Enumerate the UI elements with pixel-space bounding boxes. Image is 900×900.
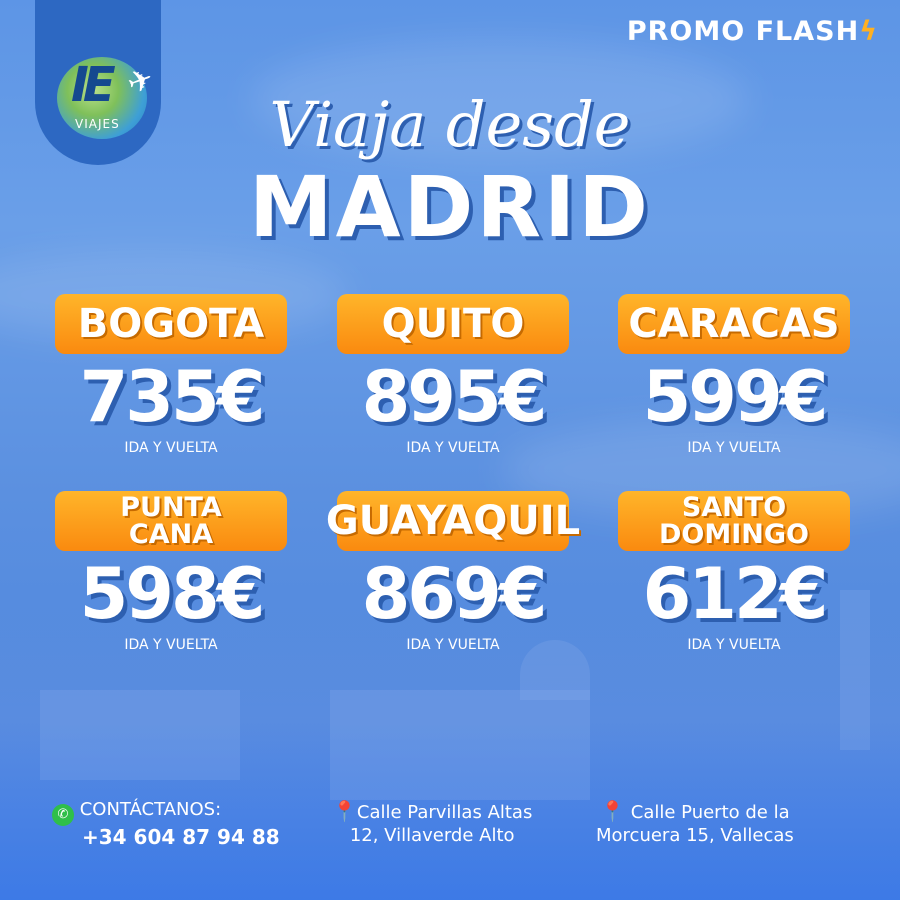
- price: 612€: [642, 553, 829, 635]
- destination-card: CARACAS 599€ IDA Y VUELTA: [618, 294, 850, 456]
- price: 895€: [361, 356, 548, 438]
- trip-type: IDA Y VUELTA: [406, 637, 500, 653]
- price: 735€: [79, 356, 266, 438]
- city-badge: PUNTA CANA: [55, 491, 287, 551]
- cloud: [250, 40, 750, 160]
- price: 869€: [361, 553, 548, 635]
- price: 599€: [642, 356, 829, 438]
- city-name: SANTO: [681, 492, 787, 523]
- logo-text: IE: [71, 57, 116, 113]
- address-block-1: 📍Calle Parvillas Altas 12, Villaverde Al…: [332, 800, 532, 847]
- title-line-1: Viaja desde: [269, 88, 631, 161]
- trip-type: IDA Y VUELTA: [124, 637, 218, 653]
- contact-block: ✆ CONTÁCTANOS: +34 604 87 94 88: [52, 798, 280, 849]
- map-pin-icon: 📍: [332, 799, 357, 823]
- address-line: Calle Puerto de la: [630, 802, 790, 823]
- trip-type: IDA Y VUELTA: [406, 440, 500, 456]
- promo-flash-label: PROMO FLASHϟ: [627, 16, 878, 47]
- phone-number[interactable]: +34 604 87 94 88: [82, 825, 280, 849]
- city-badge: SANTO DOMINGO: [618, 491, 850, 551]
- map-pin-icon: 📍: [600, 799, 626, 823]
- destination-card: SANTO DOMINGO 612€ IDA Y VUELTA: [618, 491, 850, 653]
- address-block-2: 📍 Calle Puerto de la Morcuera 15, Vallec…: [596, 800, 794, 847]
- address-line: 12, Villaverde Alto: [349, 825, 515, 846]
- logo-subtext: VIAJES: [75, 117, 120, 131]
- city-name: BOGOTA: [77, 301, 265, 347]
- destination-card: QUITO 895€ IDA Y VUELTA: [337, 294, 569, 456]
- trip-type: IDA Y VUELTA: [687, 637, 781, 653]
- city-badge: CARACAS: [618, 294, 850, 354]
- city-name: PUNTA: [120, 492, 222, 523]
- destination-card: GUAYAQUIL 869€ IDA Y VUELTA: [326, 491, 580, 653]
- ie-viajes-logo: IE VIAJES: [57, 57, 147, 139]
- city-badge: BOGOTA: [55, 294, 287, 354]
- contact-label: CONTÁCTANOS:: [79, 799, 222, 820]
- title-line-2: MADRID: [249, 158, 651, 256]
- city-name: QUITO: [381, 301, 525, 347]
- trip-type: IDA Y VUELTA: [124, 440, 218, 456]
- address-line: Calle Parvillas Altas: [356, 802, 533, 823]
- promo-text: PROMO FLASH: [626, 16, 860, 47]
- destination-card: PUNTA CANA 598€ IDA Y VUELTA: [55, 491, 287, 653]
- trip-type: IDA Y VUELTA: [687, 440, 781, 456]
- city-skyline: [0, 590, 900, 900]
- city-badge: QUITO: [337, 294, 569, 354]
- city-name: CANA: [128, 519, 214, 550]
- address-line: Morcuera 15, Vallecas: [596, 825, 794, 846]
- city-name: CARACAS: [628, 301, 840, 347]
- city-name: DOMINGO: [659, 519, 809, 550]
- whatsapp-icon: ✆: [52, 804, 74, 826]
- city-name: GUAYAQUIL: [325, 498, 581, 544]
- destination-card: BOGOTA 735€ IDA Y VUELTA: [55, 294, 287, 456]
- lightning-bolt-icon: ϟ: [859, 16, 878, 47]
- price: 598€: [79, 553, 266, 635]
- city-badge: GUAYAQUIL: [326, 491, 580, 551]
